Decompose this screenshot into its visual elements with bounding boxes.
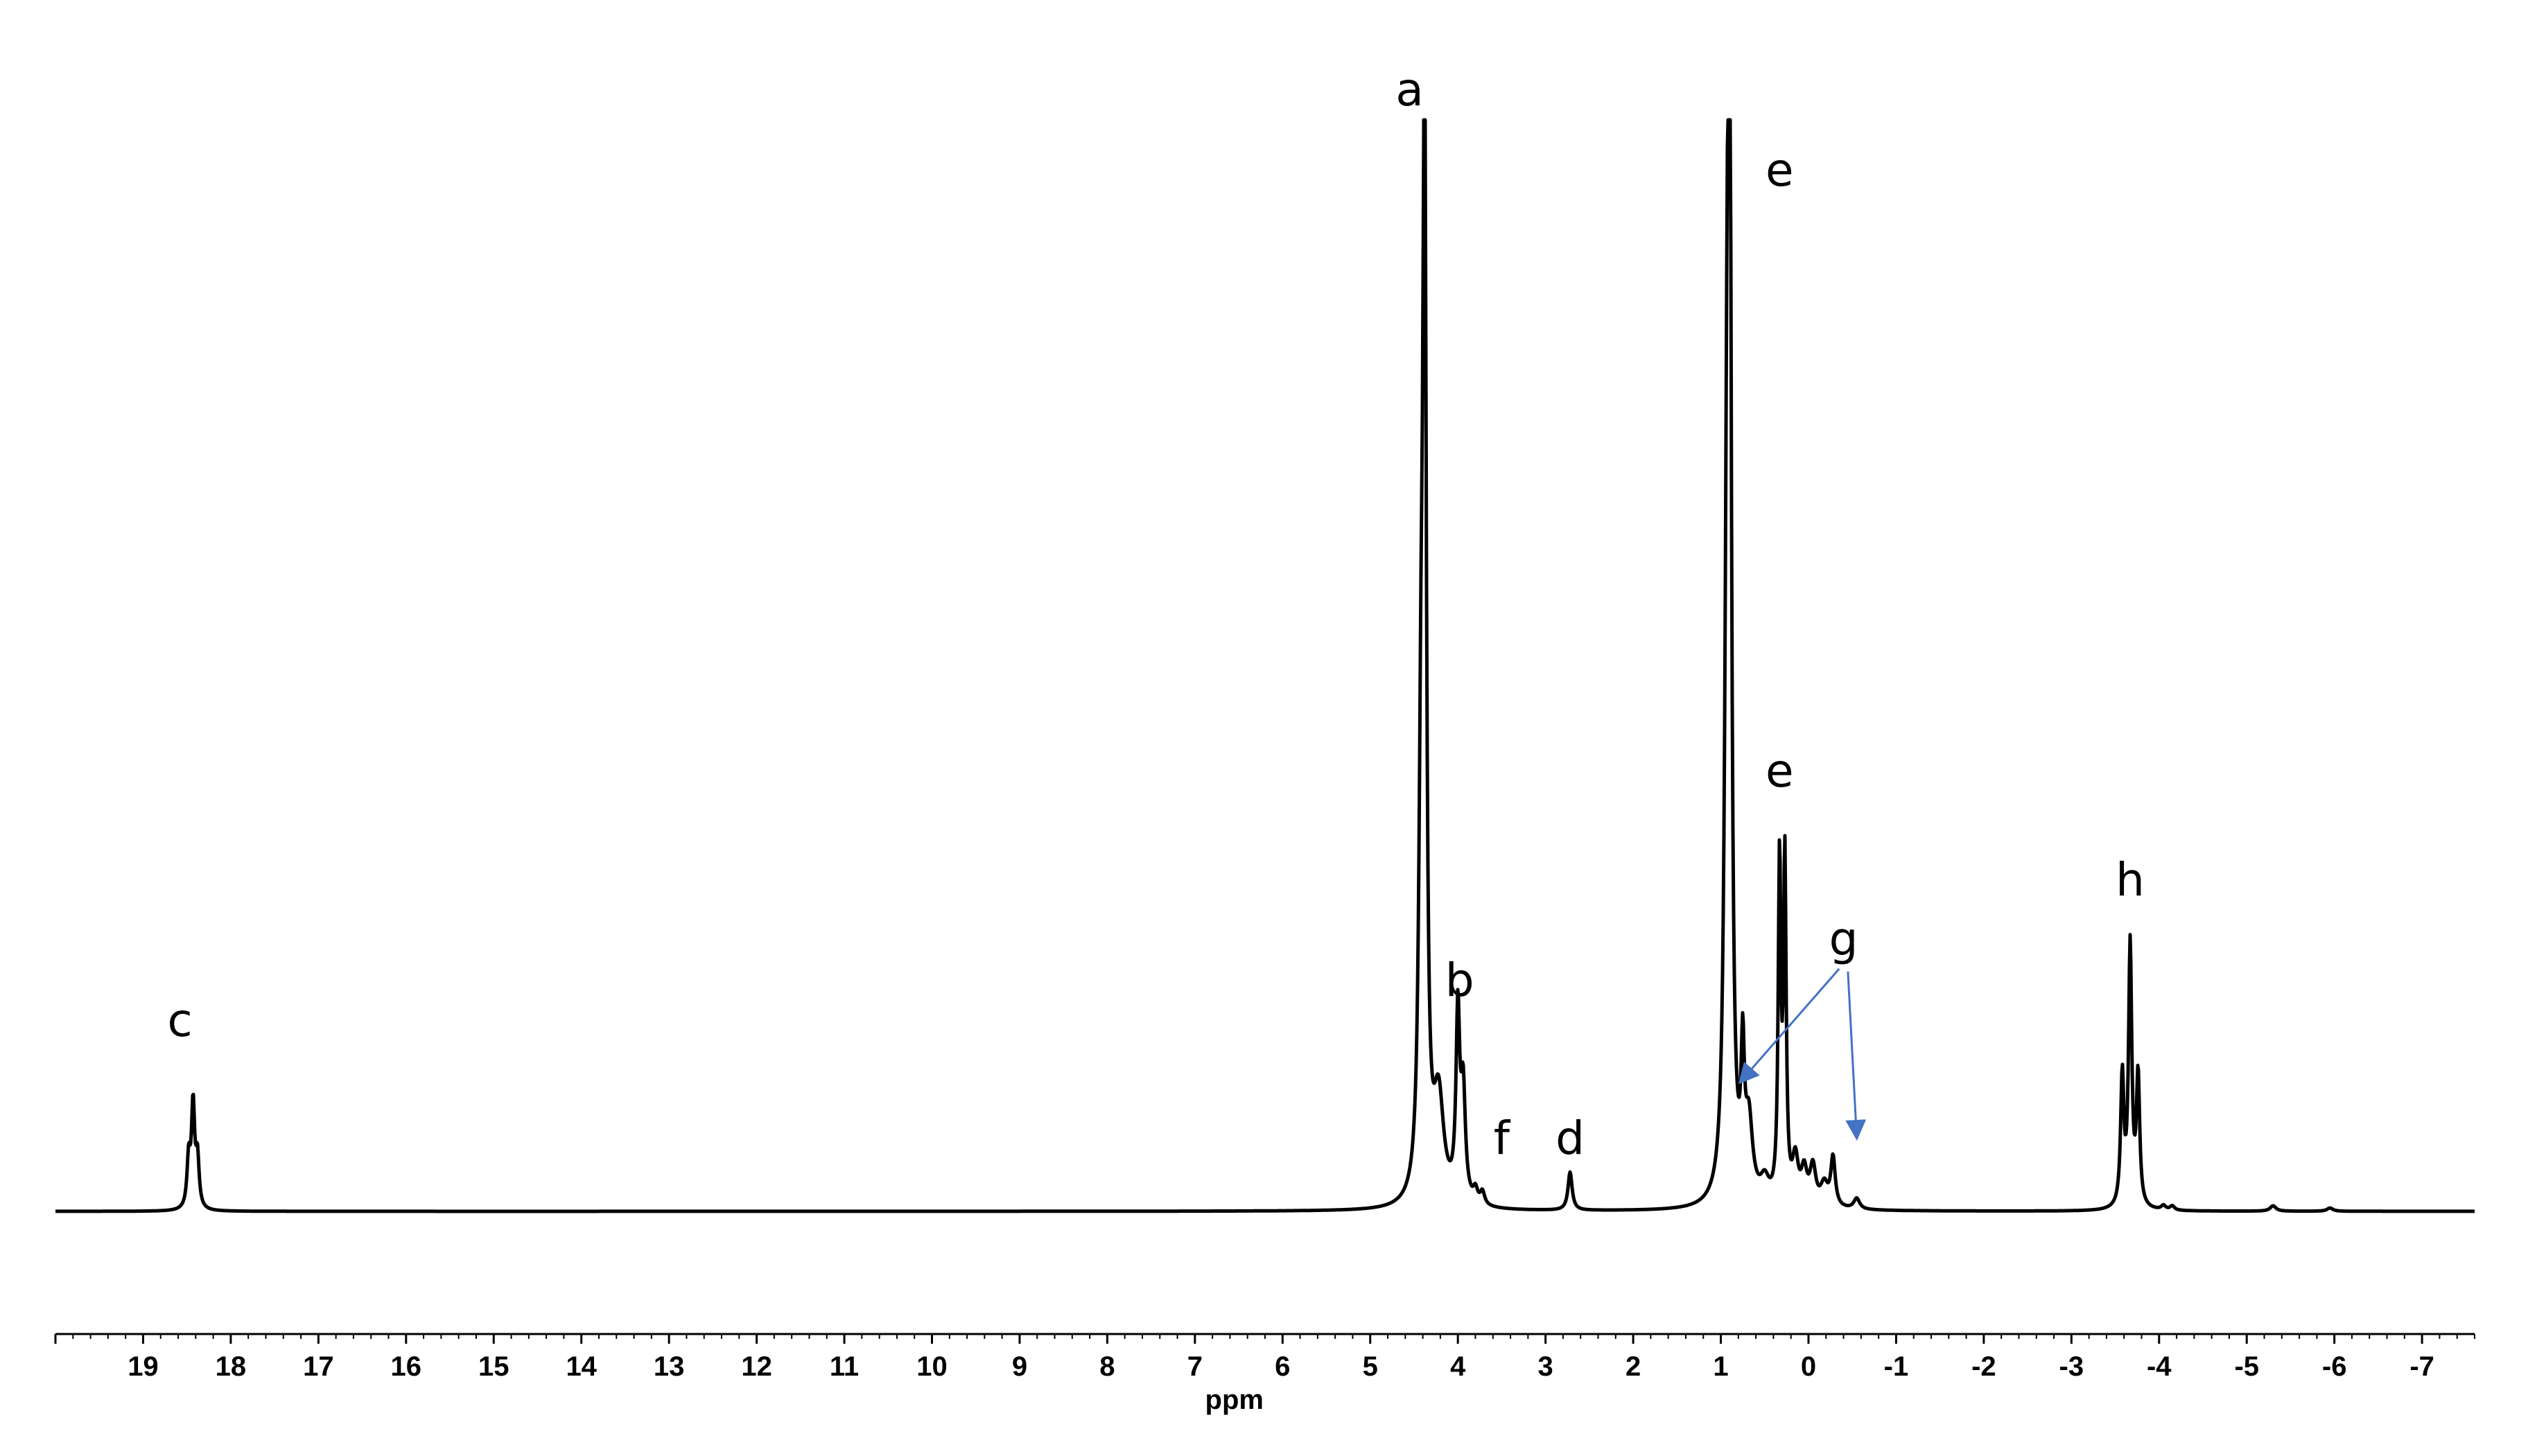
tick-label: 4 <box>1450 1351 1466 1382</box>
tick-label: 0 <box>1801 1351 1816 1382</box>
tick-label: 17 <box>303 1351 334 1382</box>
peak-label-a: a <box>1395 63 1423 116</box>
tick-label: -3 <box>2059 1351 2084 1382</box>
tick-label: -1 <box>1884 1351 1909 1382</box>
tick-label: 14 <box>566 1351 597 1382</box>
arrow-g-2 <box>1845 971 1867 1141</box>
peak-label-f: f <box>1494 1112 1511 1165</box>
tick-label: 19 <box>128 1351 159 1382</box>
tick-label: 10 <box>916 1351 948 1382</box>
tick-label: -7 <box>2409 1351 2434 1382</box>
tick-label: 7 <box>1187 1351 1203 1382</box>
tick-label: 8 <box>1099 1351 1115 1382</box>
tick-label: 15 <box>478 1351 509 1382</box>
peak-label-e-upper: e <box>1766 143 1794 197</box>
x-axis-title: ppm <box>1205 1385 1264 1415</box>
peak-label-d: d <box>1555 1112 1585 1165</box>
tick-label: 12 <box>741 1351 772 1382</box>
tick-label: 9 <box>1012 1351 1027 1382</box>
x-axis-ticks <box>54 1334 2475 1344</box>
tick-label: -4 <box>2147 1351 2172 1382</box>
tick-label: -6 <box>2322 1351 2347 1382</box>
peak-label-g: g <box>1829 913 1858 966</box>
spectrum-trace <box>54 118 2476 1213</box>
tick-label: -5 <box>2234 1351 2259 1382</box>
tick-label: 18 <box>216 1351 247 1382</box>
x-axis-tick-labels: 19 18 17 16 15 14 13 12 11 10 9 8 7 6 5 4 3 2 1 0 -1 -2 -3 -4 -5… <box>128 1351 2434 1382</box>
peak-label-h: h <box>2116 853 2145 906</box>
tick-label: 3 <box>1538 1351 1553 1382</box>
peak-label-b: b <box>1445 954 1474 1007</box>
tick-label: 16 <box>391 1351 422 1382</box>
tick-label: 1 <box>1713 1351 1728 1382</box>
tick-label: 5 <box>1363 1351 1378 1382</box>
tick-label: 11 <box>830 1351 859 1382</box>
peak-label-e-lower: e <box>1766 744 1794 798</box>
arrow-g-1 <box>1738 968 1840 1085</box>
peak-label-c: c <box>167 994 192 1047</box>
tick-label: -2 <box>1971 1351 1996 1382</box>
tick-label: 13 <box>654 1351 685 1382</box>
tick-label: 2 <box>1625 1351 1641 1382</box>
tick-label: 6 <box>1275 1351 1290 1382</box>
